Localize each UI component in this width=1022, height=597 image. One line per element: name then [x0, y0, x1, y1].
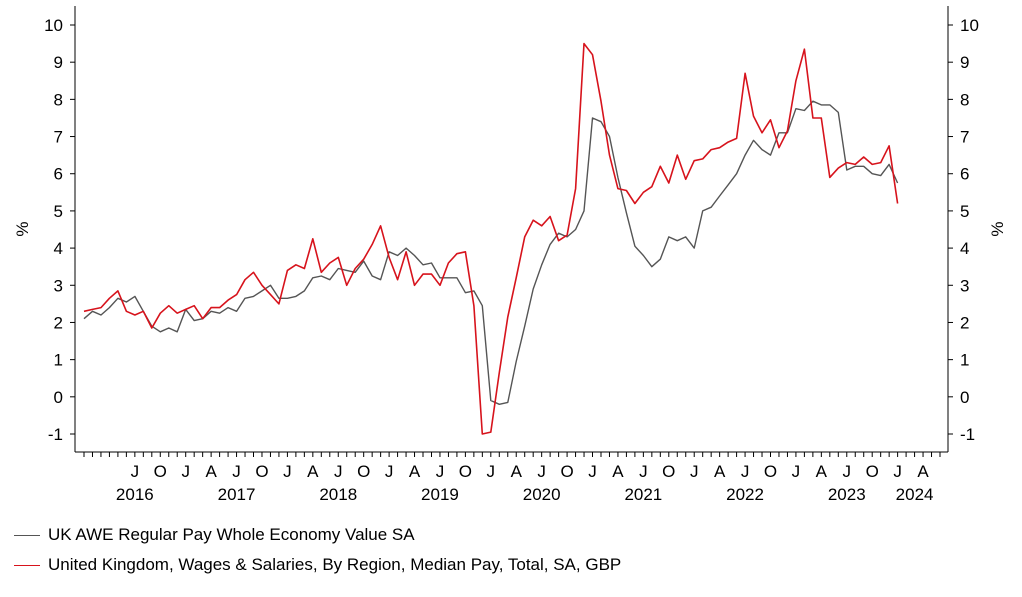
x-tick-label: A	[714, 462, 726, 481]
series-line-awe	[83, 100, 899, 405]
x-tick-label: J	[537, 462, 546, 481]
x-year-label: 2020	[523, 485, 561, 504]
y-tick-label-left: 5	[54, 202, 63, 221]
x-tick-label: J	[792, 462, 801, 481]
y-tick-label-right: 8	[960, 90, 969, 109]
x-tick-label: J	[436, 462, 445, 481]
x-tick-label: O	[560, 462, 573, 481]
x-tick-label: J	[639, 462, 648, 481]
x-year-label: 2022	[726, 485, 764, 504]
legend-item-awe: UK AWE Regular Pay Whole Economy Value S…	[14, 520, 621, 550]
x-tick-label: J	[283, 462, 292, 481]
y-tick-label-right: 1	[960, 351, 969, 370]
legend-item-median-pay: United Kingdom, Wages & Salaries, By Reg…	[14, 550, 621, 580]
y-tick-label-right: 4	[960, 239, 969, 258]
x-tick-label: O	[255, 462, 268, 481]
x-tick-label: J	[690, 462, 699, 481]
y-tick-label-left: 7	[54, 128, 63, 147]
y-tick-label-left: 2	[54, 313, 63, 332]
x-tick-label: J	[385, 462, 394, 481]
x-tick-label: O	[459, 462, 472, 481]
x-tick-label: J	[232, 462, 241, 481]
x-tick-label: J	[893, 462, 902, 481]
legend-swatch-awe	[14, 534, 40, 536]
x-year-label: 2018	[319, 485, 357, 504]
series-group	[83, 42, 899, 435]
x-tick-label: O	[662, 462, 675, 481]
y-axis-title-left: %	[13, 221, 32, 236]
x-tick-label: J	[131, 462, 140, 481]
x-tick-label: O	[764, 462, 777, 481]
x-year-label: 2017	[218, 485, 256, 504]
x-tick-label: O	[154, 462, 167, 481]
y-tick-label-left: 1	[54, 351, 63, 370]
y-tick-label-right: 7	[960, 128, 969, 147]
y-tick-label-right: 9	[960, 53, 969, 72]
y-tick-label-right: 6	[960, 165, 969, 184]
y-tick-label-right: 2	[960, 313, 969, 332]
x-tick-label: J	[843, 462, 852, 481]
y-tick-label-right: 0	[960, 388, 969, 407]
x-year-label: 2024	[896, 485, 934, 504]
y-tick-label-left: 4	[54, 239, 63, 258]
plot-frame	[74, 6, 949, 453]
x-tick-label: A	[612, 462, 624, 481]
legend: UK AWE Regular Pay Whole Economy Value S…	[14, 520, 621, 580]
y-tick-label-right: 5	[960, 202, 969, 221]
x-tick-label: A	[816, 462, 828, 481]
x-year-label: 2016	[116, 485, 154, 504]
legend-label-awe: UK AWE Regular Pay Whole Economy Value S…	[48, 525, 415, 544]
x-tick-label: A	[917, 462, 929, 481]
x-tick-label: A	[511, 462, 523, 481]
y-tick-label-left: 0	[54, 388, 63, 407]
series-line-median-pay	[83, 42, 899, 435]
y-tick-label-right: -1	[960, 425, 975, 444]
x-tick-label: A	[409, 462, 421, 481]
x-tick-label: O	[357, 462, 370, 481]
y-tick-label-left: 3	[54, 276, 63, 295]
y-tick-label-right: 10	[960, 16, 979, 35]
x-tick-label: J	[487, 462, 496, 481]
y-axis-title-right: %	[988, 221, 1007, 236]
x-year-label: 2023	[828, 485, 866, 504]
x-tick-label: O	[866, 462, 879, 481]
y-tick-label-right: 3	[960, 276, 969, 295]
y-tick-label-left: 10	[44, 16, 63, 35]
y-tick-label-left: 9	[54, 53, 63, 72]
x-year-label: 2019	[421, 485, 459, 504]
x-tick-label: A	[205, 462, 217, 481]
y-ticks: -1 -1 0 0 1 1 2 2 3 3 4 4 5 5 6 6 7 7 8 8 9 9 10 10	[44, 16, 979, 444]
y-tick-label-left: 6	[54, 165, 63, 184]
y-tick-label-left: 8	[54, 90, 63, 109]
x-tick-label: J	[181, 462, 190, 481]
legend-swatch-median-pay	[14, 564, 40, 566]
x-year-label: 2021	[624, 485, 662, 504]
x-tick-label: J	[741, 462, 750, 481]
x-tick-label: J	[588, 462, 597, 481]
x-tick-label: A	[307, 462, 319, 481]
y-tick-label-left: -1	[48, 425, 63, 444]
x-tick-label: J	[334, 462, 343, 481]
legend-label-median-pay: United Kingdom, Wages & Salaries, By Reg…	[48, 555, 622, 574]
